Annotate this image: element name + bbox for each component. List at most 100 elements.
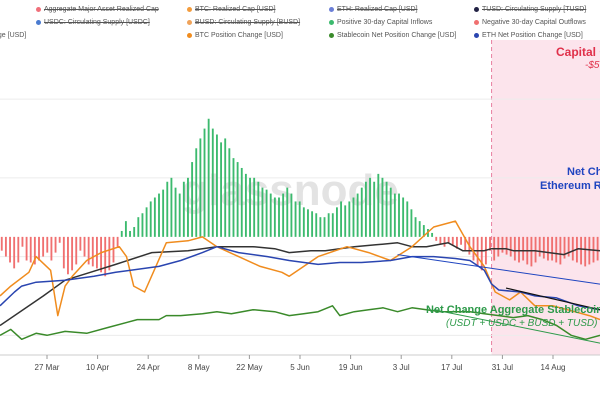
legend-label: Positive 30-day Capital Inflows [337,19,433,26]
inflow-bar [356,193,359,237]
inflow-bar [269,193,272,237]
outflow-bar [476,236,479,267]
outflow-bar [542,236,545,259]
x-tick-label: 5 Jun [290,363,310,372]
outflow-bar [0,236,3,251]
inflow-bar [236,162,239,237]
outflow-bar [79,236,82,251]
inflow-bar [373,181,376,237]
outflow-bar [443,236,446,247]
inflow-bar [232,158,235,237]
x-tick-label: 17 Jul [441,363,463,372]
outflow-bar [505,236,508,255]
inflow-bar [422,225,425,237]
legend-item[interactable]: ETH: Realized Cap [USD] [329,6,418,13]
legend-item[interactable]: nge [USD] [0,32,26,39]
legend-item[interactable]: Positive 30-day Capital Inflows [329,19,432,26]
outflow-bar [17,236,20,263]
outflow-bar [33,236,36,265]
outflow-bar [435,236,438,241]
outflow-bar [13,236,16,269]
inflow-bar [211,128,214,237]
x-tick-label: 24 Apr [137,363,160,372]
inflow-bar [319,217,322,237]
inflow-bar [385,181,388,237]
outflow-bar [75,236,78,265]
outflow-bar [104,236,107,277]
legend-item[interactable]: BTC: Realized Cap [USD] [187,6,276,13]
inflow-bar [257,181,260,237]
legend-label: BTC Position Change [USD] [195,32,283,39]
outflow-bar [489,236,491,251]
outflow-bar [522,236,525,261]
inflow-bar [153,197,156,237]
inflow-bar [178,193,181,237]
inflow-bar [273,197,276,237]
legend-dot-icon [187,6,192,12]
legend-item[interactable]: Aggregate Major Asset Realized Cap [36,6,159,13]
inflow-bar [265,189,268,237]
outflow-bar [518,236,520,263]
outflow-bar [112,236,115,263]
inflow-bar [216,134,218,237]
x-tick-label: 19 Jun [339,363,363,372]
outflow-bar [4,236,7,257]
inflow-bar [158,193,160,237]
outflow-bar [596,236,599,261]
inflow-bar [278,197,280,237]
inflow-bar [249,177,251,237]
outflow-bar [464,236,467,251]
x-tick-label: 31 Jul [492,363,514,372]
legend-dot-icon [329,19,334,25]
outflow-bar [497,236,500,257]
outflow-bar [50,236,53,261]
btc-position-change-line [0,220,600,321]
legend-item[interactable]: BTC Position Change [USD] [187,32,283,39]
stablecoin-annotation-line1: Net Change Aggregate Stablecoin C [426,304,600,316]
inflow-bar [145,207,148,237]
eth-pointer-line [397,254,600,285]
legend-item[interactable]: ETH Net Position Change [USD] [474,32,583,39]
legend-item[interactable]: Stablecoin Net Position Change [USD] [329,32,456,39]
legend-item[interactable]: TUSD: Circulating Supply [TUSD] [474,6,586,13]
outflow-bar [21,236,24,247]
legend-item[interactable]: USDC: Circulating Supply [USDC] [36,19,150,26]
legend-dot-icon [474,6,479,12]
inflow-bar [141,213,144,237]
outflow-bar [108,236,111,271]
inflow-bar [124,221,127,237]
outflow-bar [116,236,119,247]
inflow-bar [389,187,392,237]
outflow-bar [71,236,74,271]
legend-label: Stablecoin Net Position Change [USD] [337,32,457,39]
legend-item[interactable]: Negative 30-day Capital Outflows [474,19,586,26]
outflow-bar [25,236,28,261]
inflow-bar [133,227,136,237]
inflow-bar [129,230,131,237]
outflow-bar [530,236,533,267]
legend-dot-icon [36,19,41,25]
inflow-bar [240,167,243,237]
legend-label: BUSD: Circulating Supply [BUSD] [195,19,301,26]
inflow-bar [282,193,285,237]
outflow-bar [563,236,566,259]
outflow-bar [559,236,562,265]
legend-label: Aggregate Major Asset Realized Cap [44,6,159,13]
legend-label: nge [USD] [0,32,27,39]
legend-dot-icon [187,19,192,25]
inflow-bar [182,181,185,237]
outflow-bar [584,236,587,267]
legend-dot-icon [474,32,479,38]
inflow-bar [261,187,264,237]
inflow-bar [187,177,189,237]
outflow-bar [58,236,61,243]
outflow-bar [538,236,541,257]
outflow-bar [96,236,98,269]
inflow-bar [253,177,256,237]
inflow-bar [298,201,301,237]
outflow-bar [551,236,554,261]
trend-line [505,287,600,311]
inflow-bar [137,217,140,237]
inflow-bar [352,197,355,237]
legend-item[interactable]: BUSD: Circulating Supply [BUSD] [187,19,300,26]
